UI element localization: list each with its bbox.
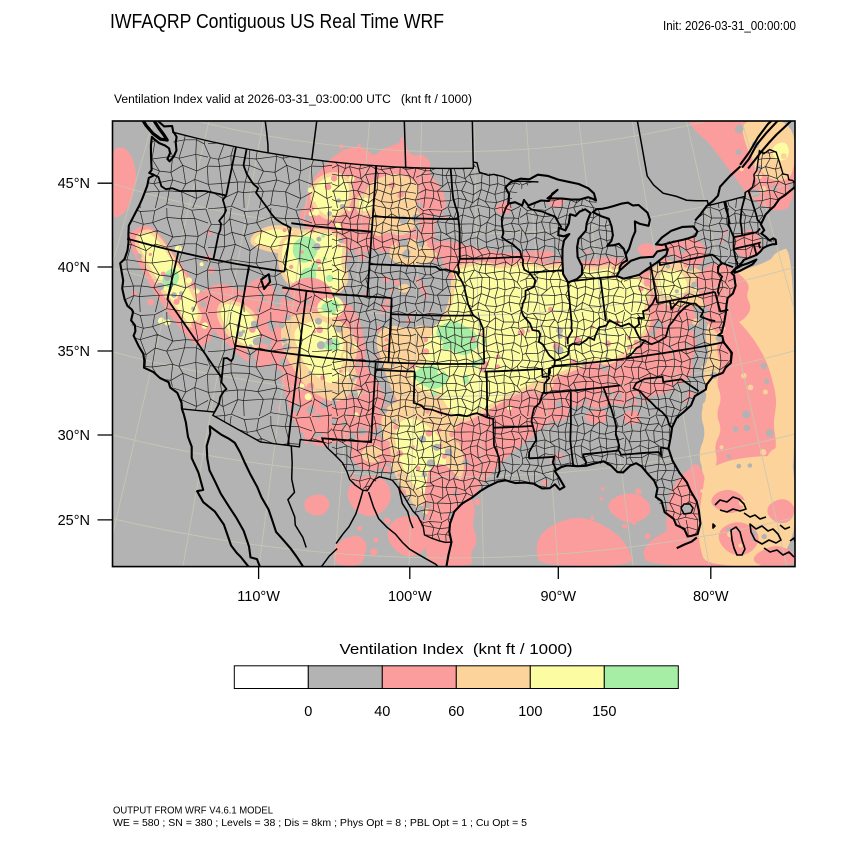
- svg-text:OUTPUT FROM WRF V4.6.1 MODEL: OUTPUT FROM WRF V4.6.1 MODEL: [113, 806, 273, 817]
- svg-text:40: 40: [374, 704, 390, 720]
- svg-text:45°N: 45°N: [58, 176, 90, 192]
- svg-text:100: 100: [518, 704, 542, 720]
- svg-text:25°N: 25°N: [58, 513, 90, 529]
- svg-text:35°N: 35°N: [58, 344, 90, 360]
- svg-text:WE = 580 ; SN = 380 ; Levels =: WE = 580 ; SN = 380 ; Levels = 38 ; Dis …: [113, 818, 527, 829]
- svg-text:30°N: 30°N: [58, 428, 90, 444]
- svg-text:IWFAQRP Contiguous US Real Tim: IWFAQRP Contiguous US Real Time WRF: [110, 10, 444, 33]
- svg-text:0: 0: [304, 704, 312, 720]
- svg-text:60: 60: [448, 704, 464, 720]
- svg-text:Init: 2026-03-31_00:00:00: Init: 2026-03-31_00:00:00: [663, 19, 796, 33]
- svg-text:Ventilation Index valid at 202: Ventilation Index valid at 2026-03-31_03…: [114, 92, 472, 106]
- svg-text:150: 150: [592, 704, 616, 720]
- svg-text:100°W: 100°W: [388, 589, 432, 605]
- svg-text:80°W: 80°W: [693, 589, 729, 605]
- svg-text:Ventilation Index (knt ft / 1: Ventilation Index (knt ft / 1000): [340, 641, 573, 658]
- svg-text:40°N: 40°N: [58, 260, 90, 276]
- svg-text:110°W: 110°W: [237, 589, 280, 605]
- svg-text:90°W: 90°W: [540, 589, 576, 605]
